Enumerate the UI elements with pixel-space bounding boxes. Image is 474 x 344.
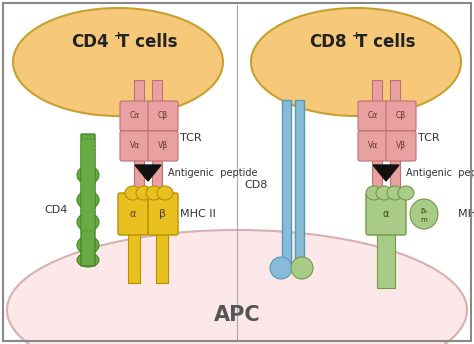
FancyBboxPatch shape: [358, 101, 388, 131]
Text: Cβ: Cβ: [158, 111, 168, 120]
Text: β₂: β₂: [420, 208, 428, 214]
FancyBboxPatch shape: [120, 131, 150, 161]
FancyBboxPatch shape: [377, 233, 395, 288]
Text: MHC II: MHC II: [180, 209, 216, 219]
Ellipse shape: [270, 257, 292, 279]
Ellipse shape: [366, 186, 382, 200]
Text: β: β: [159, 209, 166, 219]
FancyBboxPatch shape: [156, 233, 168, 283]
Ellipse shape: [77, 166, 99, 184]
Text: Vβ: Vβ: [158, 141, 168, 151]
FancyBboxPatch shape: [295, 100, 304, 265]
Ellipse shape: [387, 186, 403, 200]
FancyBboxPatch shape: [128, 233, 140, 283]
Text: α: α: [130, 209, 136, 219]
Ellipse shape: [410, 199, 438, 229]
Text: CD8: CD8: [245, 180, 268, 190]
Ellipse shape: [291, 257, 313, 279]
FancyBboxPatch shape: [386, 131, 416, 161]
FancyBboxPatch shape: [148, 193, 178, 235]
FancyBboxPatch shape: [282, 100, 291, 265]
Text: α: α: [383, 209, 389, 219]
FancyBboxPatch shape: [120, 101, 150, 131]
Ellipse shape: [7, 230, 467, 344]
Text: TCR: TCR: [180, 133, 201, 143]
Text: MHC I: MHC I: [458, 209, 474, 219]
Ellipse shape: [136, 186, 152, 200]
Text: T cells: T cells: [356, 33, 416, 51]
Polygon shape: [135, 165, 161, 181]
Ellipse shape: [376, 186, 392, 200]
Ellipse shape: [157, 186, 173, 200]
Text: Vα: Vα: [368, 141, 378, 151]
Text: +: +: [352, 31, 362, 41]
Text: Cα: Cα: [130, 111, 140, 120]
FancyBboxPatch shape: [81, 134, 95, 266]
FancyBboxPatch shape: [118, 193, 148, 235]
FancyBboxPatch shape: [81, 139, 95, 231]
Text: T cells: T cells: [118, 33, 178, 51]
Text: Vβ: Vβ: [396, 141, 406, 151]
Ellipse shape: [77, 236, 99, 254]
Ellipse shape: [251, 8, 461, 116]
FancyBboxPatch shape: [372, 80, 382, 200]
FancyBboxPatch shape: [390, 80, 400, 200]
Text: TCR: TCR: [418, 133, 439, 143]
FancyBboxPatch shape: [358, 131, 388, 161]
FancyBboxPatch shape: [386, 101, 416, 131]
Ellipse shape: [146, 186, 162, 200]
Text: Cα: Cα: [368, 111, 378, 120]
Ellipse shape: [13, 8, 223, 116]
Text: Antigenic  peptide: Antigenic peptide: [406, 168, 474, 178]
Ellipse shape: [77, 253, 99, 267]
Text: m: m: [420, 217, 428, 223]
Polygon shape: [373, 165, 399, 181]
FancyBboxPatch shape: [148, 131, 178, 161]
Text: APC: APC: [214, 305, 260, 325]
FancyBboxPatch shape: [148, 101, 178, 131]
Ellipse shape: [77, 191, 99, 209]
Text: CD4: CD4: [45, 205, 68, 215]
Text: Antigenic  peptide: Antigenic peptide: [168, 168, 257, 178]
FancyBboxPatch shape: [152, 80, 162, 200]
Text: Cβ: Cβ: [396, 111, 406, 120]
Text: CD4: CD4: [71, 33, 109, 51]
Text: CD8: CD8: [309, 33, 347, 51]
FancyBboxPatch shape: [366, 193, 406, 235]
Ellipse shape: [398, 186, 414, 200]
Text: Vα: Vα: [130, 141, 140, 151]
Text: +: +: [114, 31, 124, 41]
FancyBboxPatch shape: [134, 80, 144, 200]
Ellipse shape: [125, 186, 141, 200]
Ellipse shape: [77, 213, 99, 231]
